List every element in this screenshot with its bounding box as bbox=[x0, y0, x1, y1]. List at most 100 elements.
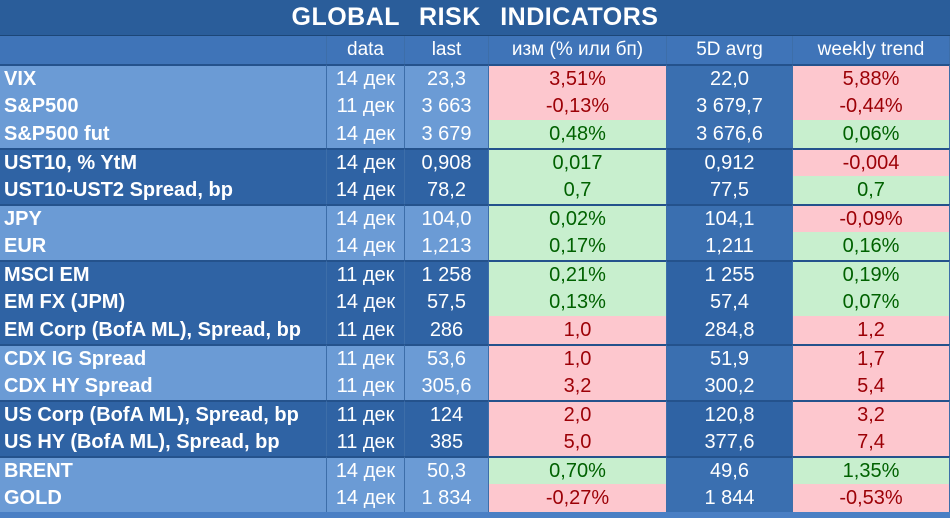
row-date: 11 дек bbox=[327, 372, 405, 400]
row-last: 286 bbox=[405, 316, 489, 344]
row-date: 11 дек bbox=[327, 400, 405, 428]
row-5d-average: 77,5 bbox=[667, 176, 793, 204]
row-date: 14 дек bbox=[327, 64, 405, 92]
row-weekly-trend: 0,06% bbox=[793, 120, 950, 148]
row-date: 14 дек bbox=[327, 232, 405, 260]
row-5d-average: 284,8 bbox=[667, 316, 793, 344]
row-name: MSCI EM bbox=[0, 260, 327, 288]
row-change: 1,0 bbox=[489, 316, 667, 344]
row-change: 1,0 bbox=[489, 344, 667, 372]
row-weekly-trend: 0,16% bbox=[793, 232, 950, 260]
row-name: S&P500 fut bbox=[0, 120, 327, 148]
row-name: UST10-UST2 Spread, bp bbox=[0, 176, 327, 204]
row-weekly-trend: 1,7 bbox=[793, 344, 950, 372]
header-change: изм (% или бп) bbox=[489, 36, 667, 64]
row-date: 14 дек bbox=[327, 176, 405, 204]
row-weekly-trend: -0,44% bbox=[793, 92, 950, 120]
row-name: US HY (BofA ML), Spread, bp bbox=[0, 428, 327, 456]
row-5d-average: 1 844 bbox=[667, 484, 793, 512]
header-last: last bbox=[405, 36, 489, 64]
row-name: GOLD bbox=[0, 484, 327, 512]
row-last: 57,5 bbox=[405, 288, 489, 316]
row-name: BRENT bbox=[0, 456, 327, 484]
row-5d-average: 22,0 bbox=[667, 64, 793, 92]
row-5d-average: 0,912 bbox=[667, 148, 793, 176]
row-name: EM Corp (BofA ML), Spread, bp bbox=[0, 316, 327, 344]
row-change: 3,51% bbox=[489, 64, 667, 92]
row-last: 104,0 bbox=[405, 204, 489, 232]
row-change: 0,48% bbox=[489, 120, 667, 148]
row-weekly-trend: 7,4 bbox=[793, 428, 950, 456]
row-date: 14 дек bbox=[327, 148, 405, 176]
row-change: 0,7 bbox=[489, 176, 667, 204]
row-name: UST10, % YtM bbox=[0, 148, 327, 176]
row-last: 23,3 bbox=[405, 64, 489, 92]
row-weekly-trend: -0,09% bbox=[793, 204, 950, 232]
row-5d-average: 3 676,6 bbox=[667, 120, 793, 148]
row-name: S&P500 bbox=[0, 92, 327, 120]
row-5d-average: 57,4 bbox=[667, 288, 793, 316]
row-date: 14 дек bbox=[327, 120, 405, 148]
row-last: 0,908 bbox=[405, 148, 489, 176]
row-name: VIX bbox=[0, 64, 327, 92]
row-change: -0,13% bbox=[489, 92, 667, 120]
row-5d-average: 104,1 bbox=[667, 204, 793, 232]
row-date: 11 дек bbox=[327, 316, 405, 344]
row-change: 0,13% bbox=[489, 288, 667, 316]
row-5d-average: 300,2 bbox=[667, 372, 793, 400]
row-weekly-trend: 5,88% bbox=[793, 64, 950, 92]
row-5d-average: 1 255 bbox=[667, 260, 793, 288]
row-5d-average: 377,6 bbox=[667, 428, 793, 456]
row-name: CDX IG Spread bbox=[0, 344, 327, 372]
header-name bbox=[0, 36, 327, 64]
row-weekly-trend: 0,19% bbox=[793, 260, 950, 288]
row-change: 0,02% bbox=[489, 204, 667, 232]
row-weekly-trend: 3,2 bbox=[793, 400, 950, 428]
row-change: 2,0 bbox=[489, 400, 667, 428]
row-name: JPY bbox=[0, 204, 327, 232]
row-date: 14 дек bbox=[327, 204, 405, 232]
row-name: EUR bbox=[0, 232, 327, 260]
row-weekly-trend: 5,4 bbox=[793, 372, 950, 400]
row-weekly-trend: 0,07% bbox=[793, 288, 950, 316]
row-change: 0,017 bbox=[489, 148, 667, 176]
row-date: 11 дек bbox=[327, 344, 405, 372]
row-last: 1 834 bbox=[405, 484, 489, 512]
row-last: 3 663 bbox=[405, 92, 489, 120]
row-change: 0,17% bbox=[489, 232, 667, 260]
row-last: 78,2 bbox=[405, 176, 489, 204]
row-change: 5,0 bbox=[489, 428, 667, 456]
row-last: 305,6 bbox=[405, 372, 489, 400]
row-weekly-trend: -0,53% bbox=[793, 484, 950, 512]
row-date: 14 дек bbox=[327, 484, 405, 512]
row-last: 53,6 bbox=[405, 344, 489, 372]
header-weekly-trend: weekly trend bbox=[793, 36, 950, 64]
row-last: 385 bbox=[405, 428, 489, 456]
row-last: 1 258 bbox=[405, 260, 489, 288]
row-date: 11 дек bbox=[327, 260, 405, 288]
row-5d-average: 51,9 bbox=[667, 344, 793, 372]
header-5d-average: 5D avrg bbox=[667, 36, 793, 64]
row-change: -0,27% bbox=[489, 484, 667, 512]
row-weekly-trend: 1,2 bbox=[793, 316, 950, 344]
row-weekly-trend: 0,7 bbox=[793, 176, 950, 204]
row-5d-average: 49,6 bbox=[667, 456, 793, 484]
row-name: CDX HY Spread bbox=[0, 372, 327, 400]
row-last: 124 bbox=[405, 400, 489, 428]
row-5d-average: 1,211 bbox=[667, 232, 793, 260]
row-date: 14 дек bbox=[327, 288, 405, 316]
row-last: 50,3 bbox=[405, 456, 489, 484]
row-name: US Corp (BofA ML), Spread, bp bbox=[0, 400, 327, 428]
row-last: 1,213 bbox=[405, 232, 489, 260]
row-weekly-trend: -0,004 bbox=[793, 148, 950, 176]
row-name: EM FX (JPM) bbox=[0, 288, 327, 316]
row-last: 3 679 bbox=[405, 120, 489, 148]
row-date: 14 дек bbox=[327, 456, 405, 484]
row-5d-average: 120,8 bbox=[667, 400, 793, 428]
row-5d-average: 3 679,7 bbox=[667, 92, 793, 120]
row-change: 0,70% bbox=[489, 456, 667, 484]
table-title: GLOBAL RISK INDICATORS bbox=[0, 0, 950, 36]
row-change: 0,21% bbox=[489, 260, 667, 288]
row-date: 11 дек bbox=[327, 92, 405, 120]
